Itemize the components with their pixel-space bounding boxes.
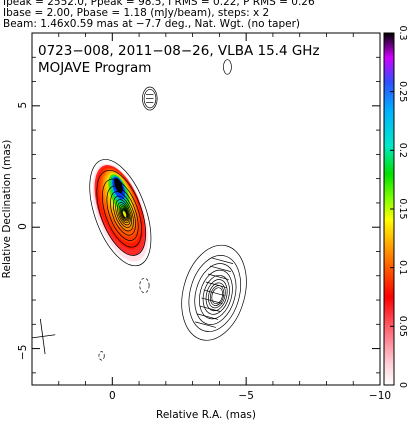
ev-tick-3 <box>205 281 227 288</box>
x-tick-label-0: 0 <box>109 390 116 402</box>
contour-core-0 <box>89 159 152 267</box>
x-tick-label-1: −5 <box>238 390 253 402</box>
component-core <box>89 159 152 267</box>
cbar-tick-label-2: 0.1 <box>397 260 408 275</box>
beam-cross <box>32 318 56 355</box>
component-dashed-neg-1 <box>139 277 150 294</box>
cbar-tick-label-5: 0.25 <box>397 81 408 102</box>
beam-minor <box>32 334 56 339</box>
contour-north-blob-0 <box>142 86 158 111</box>
plot-frame <box>31 32 381 386</box>
y-tick-label-0: −5 <box>17 345 29 360</box>
contour-dashed-neg-2-0 <box>98 351 105 361</box>
ev-tick-5 <box>201 297 223 304</box>
contour-dashed-neg-1-0 <box>139 277 150 294</box>
contour-jet-knot-2 <box>194 263 237 325</box>
contour-core-3 <box>106 185 139 241</box>
contour-core-2 <box>102 178 142 248</box>
contour-jet-knot-4 <box>202 275 230 315</box>
ev-tick-1 <box>209 265 231 272</box>
cbar-tick-label-1: 0.05 <box>397 316 408 337</box>
contour-core-12 <box>122 209 128 218</box>
contour-north-blob-1 <box>143 89 157 109</box>
cbar-tick-label-0: 0 <box>397 382 408 388</box>
contour-far-north-blob-0 <box>223 59 232 75</box>
contour-jet-knot-6 <box>208 282 226 309</box>
cbar-tick-label-6: 0.3 <box>397 25 408 40</box>
cbar-tick-label-3: 0.15 <box>397 198 408 219</box>
contour-jet-knot-8 <box>211 287 223 305</box>
contour-core-10 <box>120 207 129 220</box>
ev-tick-0 <box>212 257 234 264</box>
contour-jet-knot-1 <box>188 255 241 332</box>
contour-core-6 <box>115 199 133 228</box>
component-north-blob <box>142 86 158 111</box>
pol-fill-11 <box>114 178 123 194</box>
x-axis-label: Relative R.A. (mas) <box>156 409 256 421</box>
chart-subtitle: MOJAVE Program <box>38 60 151 76</box>
chart-title: 0723−008, 2011−08−26, VLBA 15.4 GHz <box>38 43 320 59</box>
contour-jet-knot-0 <box>181 244 247 341</box>
y-tick-label-2: 5 <box>17 102 29 109</box>
header-line-1: Ipeak = 2552.0, Ppeak = 98.5, I RMS = 0.… <box>3 0 315 8</box>
ev-tick-4 <box>203 289 225 296</box>
contour-core-8 <box>118 204 130 224</box>
component-far-north-blob <box>223 59 232 75</box>
contour-core-11 <box>121 208 128 219</box>
contour-jet-knot-5 <box>205 279 228 312</box>
contour-core-7 <box>117 202 131 226</box>
ev-tick-7 <box>197 313 219 320</box>
contour-core-1 <box>96 170 147 256</box>
y-axis-label: Relative Declination (mas) <box>1 140 13 279</box>
contour-jet-knot-3 <box>199 269 233 320</box>
header-line-2: Ibase = 2.00, Pbase = 1.18 (mJy/beam), s… <box>3 7 270 19</box>
x-tick-label-2: −10 <box>369 390 391 402</box>
ev-tick-6 <box>199 305 221 312</box>
ev-tick-2 <box>207 273 229 280</box>
cbar-tick-label-4: 0.2 <box>397 143 408 158</box>
contour-core-5 <box>113 195 134 232</box>
component-dashed-neg-2 <box>98 351 105 361</box>
contour-core-9 <box>119 206 129 222</box>
contour-core-4 <box>110 191 136 236</box>
header-line-3: Beam: 1.46x0.59 mas at −7.7 deg., Nat. W… <box>3 18 301 30</box>
y-tick-label-1: 0 <box>17 223 29 230</box>
component-jet-knot <box>181 244 247 341</box>
ev-tick-8 <box>194 321 216 328</box>
